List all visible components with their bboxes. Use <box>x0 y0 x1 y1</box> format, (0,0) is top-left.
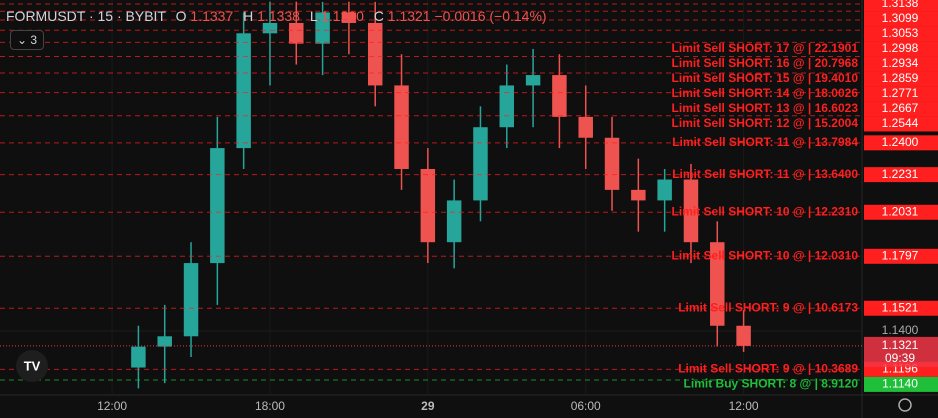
price-badge <box>864 300 938 316</box>
candle-body <box>473 127 488 201</box>
price-badge <box>864 167 938 183</box>
candle-body <box>183 263 199 337</box>
close: 1.1321 <box>387 8 431 24</box>
x-tick-label: 18:00 <box>255 399 285 413</box>
price-badge-label: 1.2400 <box>882 135 919 149</box>
candle-body <box>604 137 620 190</box>
candle-body <box>499 85 515 128</box>
order-label: Limit Sell SHORT: 10 @ | 12.0310 <box>672 248 859 262</box>
candle-body <box>420 168 436 243</box>
price-badge <box>864 86 938 102</box>
indicator-count: 3 <box>30 33 38 47</box>
open: 1.1337 <box>190 8 234 24</box>
price-badge-label: 1.2667 <box>882 101 919 115</box>
candle-body <box>341 12 357 23</box>
price-badge <box>864 0 938 12</box>
candle-body <box>210 148 225 264</box>
price-badge <box>864 101 938 117</box>
order-label: Limit Sell SHORT: 14 @ | 18.0026 <box>672 86 859 100</box>
change: −0.0016 (−0.14%) <box>434 8 547 24</box>
candle-body <box>131 346 146 368</box>
candle-body <box>367 22 383 86</box>
order-label: Limit Sell SHORT: 11 @ | 13.7984 <box>672 135 858 149</box>
order-label: Limit Sell SHORT: 9 @ | 10.3689 <box>678 362 858 376</box>
x-tick-label: 12:00 <box>97 399 127 413</box>
order-label: Limit Sell SHORT: 10 @ | 12.2310 <box>672 204 859 218</box>
last-price-label: 1.1321 <box>882 338 919 352</box>
price-badge <box>864 248 938 264</box>
price-badge <box>864 11 938 27</box>
last-price-badge <box>864 336 938 367</box>
countdown: 09:39 <box>885 351 915 365</box>
order-label: Limit Sell SHORT: 16 @ | 20.7968 <box>672 56 859 70</box>
svg-text:TV: TV <box>24 358 41 373</box>
price-badge-label: 1.2934 <box>882 56 919 70</box>
order-label: Limit Sell SHORT: 11 @ | 13.6400 <box>672 167 858 181</box>
high-label: H <box>243 8 254 24</box>
candle-body <box>262 22 278 34</box>
indicator-toggle[interactable]: ⌄ 3 <box>10 30 45 50</box>
price-badge-label: 1.2859 <box>882 71 919 85</box>
price-badge <box>864 71 938 87</box>
open-label: O <box>175 8 187 24</box>
low: 1.1290 <box>321 8 364 24</box>
candle-body <box>289 22 304 44</box>
x-tick-label: 29 <box>421 399 435 413</box>
price-badge-label: 1.3053 <box>882 26 919 40</box>
tv-logo: TV <box>16 350 48 382</box>
order-label: Limit Buy SHORT: 8 @ | 8.9120 <box>684 377 859 391</box>
price-badge-label: 1.2771 <box>882 86 919 100</box>
price-badge <box>864 204 938 220</box>
order-label: Limit Sell SHORT: 13 @ | 16.6023 <box>672 101 859 115</box>
candle-body <box>236 33 251 149</box>
order-label: Limit Sell SHORT: 12 @ | 15.2004 <box>672 116 859 130</box>
candle-body <box>446 200 462 243</box>
candle-body <box>657 179 672 201</box>
header: FORMUSDT · 15 · BYBIT O 1.1337 H 1.1338 … <box>6 8 547 24</box>
candle-body <box>710 242 725 326</box>
x-tick-label: 12:00 <box>729 399 759 413</box>
price-badge-label: 1.3099 <box>882 11 919 25</box>
low-label: L <box>309 8 318 24</box>
close-label: C <box>373 8 384 24</box>
order-label: Limit Sell SHORT: 15 @ | 19.4010 <box>672 71 859 85</box>
settings-icon[interactable] <box>898 398 912 412</box>
symbol: FORMUSDT · 15 · BYBIT <box>6 8 166 24</box>
candle-body <box>394 85 409 169</box>
price-badge-label: 1.3138 <box>882 0 919 10</box>
price-badge <box>864 116 938 132</box>
candle-body <box>683 179 699 243</box>
candle-body <box>525 75 541 86</box>
candle-body <box>552 75 567 117</box>
price-badge-label: 1.2231 <box>882 167 919 181</box>
order-label: Limit Sell SHORT: 9 @ | 10.6173 <box>678 300 858 314</box>
price-badge <box>864 26 938 42</box>
price-badge <box>864 135 938 151</box>
price-badge <box>864 41 938 57</box>
price-badge-label: 1.1797 <box>882 248 919 262</box>
price-badge <box>864 376 938 392</box>
y-tick-label: 1.1400 <box>882 323 919 337</box>
candle-body <box>736 325 751 346</box>
x-tick-label: 06:00 <box>571 399 601 413</box>
candle-body <box>578 116 593 138</box>
price-badge-label: 1.2998 <box>882 41 919 55</box>
price-badge <box>864 56 938 72</box>
candle-body <box>157 336 172 347</box>
order-label: Limit Sell SHORT: 17 @ | 22.1901 <box>672 41 859 55</box>
price-badge-label: 1.2544 <box>882 116 919 130</box>
candle-body <box>631 189 646 201</box>
price-badge-label: 1.1521 <box>882 300 919 314</box>
price-badge-label: 1.1140 <box>882 377 918 391</box>
high: 1.1338 <box>257 8 300 24</box>
price-badge-label: 1.2031 <box>882 204 919 218</box>
